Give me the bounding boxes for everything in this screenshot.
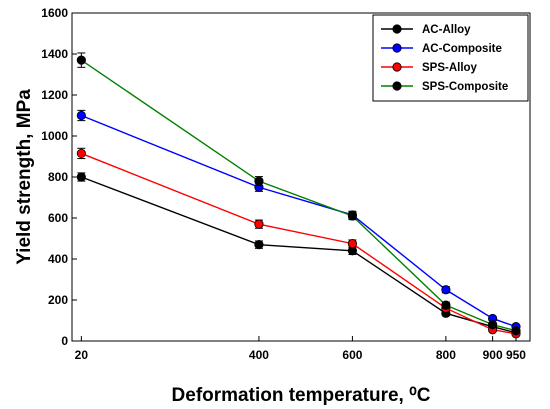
data-point — [254, 240, 264, 250]
series-sps-composite — [76, 52, 521, 336]
data-point — [76, 148, 86, 159]
legend-label: SPS-Alloy — [422, 62, 478, 74]
data-point — [488, 319, 498, 330]
x-axis-title-text: Deformation temperature, — [172, 385, 410, 406]
x-tick-label: 800 — [436, 348, 456, 362]
legend-swatch-marker — [392, 43, 402, 53]
data-point — [254, 219, 264, 229]
data-point — [511, 326, 521, 336]
y-tick-label: 600 — [48, 211, 68, 225]
data-point — [76, 110, 86, 121]
data-point — [76, 172, 86, 182]
y-tick-label: 0 — [61, 334, 68, 348]
y-tick-label: 1600 — [41, 6, 68, 20]
x-tick-label: 600 — [342, 348, 362, 362]
x-axis-title: Deformation temperature, ⁰C — [172, 385, 431, 406]
series-layer — [76, 52, 521, 339]
x-tick-label: 900 — [483, 348, 503, 362]
y-tick-label: 1200 — [41, 88, 68, 102]
legend-label: AC-Alloy — [422, 24, 471, 36]
data-point — [441, 300, 451, 310]
series-line — [81, 176, 517, 334]
legend-swatch-marker — [392, 62, 402, 72]
data-point — [254, 176, 264, 186]
y-axis-title: Yield strength, MPa — [14, 89, 35, 265]
x-tick-label: 20 — [75, 348, 89, 362]
legend-swatch-marker — [392, 24, 402, 34]
x-tick-label: 400 — [249, 348, 269, 362]
y-tick-label: 800 — [48, 170, 68, 184]
legend-swatch-marker — [392, 81, 402, 91]
legend-label: AC-Composite — [422, 43, 502, 55]
data-point — [441, 285, 451, 295]
series-line — [81, 114, 517, 328]
x-axis-title-unit: ⁰C — [409, 385, 431, 406]
data-point — [347, 211, 358, 221]
series-ac-composite — [76, 109, 521, 332]
y-axis-ticks: 0 200 400 600 800 1000 1200 1400 1600 — [41, 6, 77, 348]
legend-label: SPS-Composite — [422, 81, 508, 93]
y-tick-label: 1400 — [41, 47, 68, 61]
y-tick-label: 400 — [48, 252, 68, 266]
x-tick-label: 950 — [506, 348, 526, 362]
series-sps-alloy — [76, 147, 521, 339]
y-tick-label: 200 — [48, 293, 68, 307]
y-tick-label: 1000 — [41, 129, 68, 143]
legend: AC-Alloy AC-Composite SPS-Alloy SPS-Composi… — [372, 14, 529, 102]
x-axis-ticks: 20 400 600 800 900 950 — [75, 336, 526, 362]
legend-items: AC-Alloy AC-Composite SPS-Alloy SPS-Composi… — [381, 24, 508, 93]
data-point — [76, 55, 86, 65]
data-point — [347, 239, 358, 249]
